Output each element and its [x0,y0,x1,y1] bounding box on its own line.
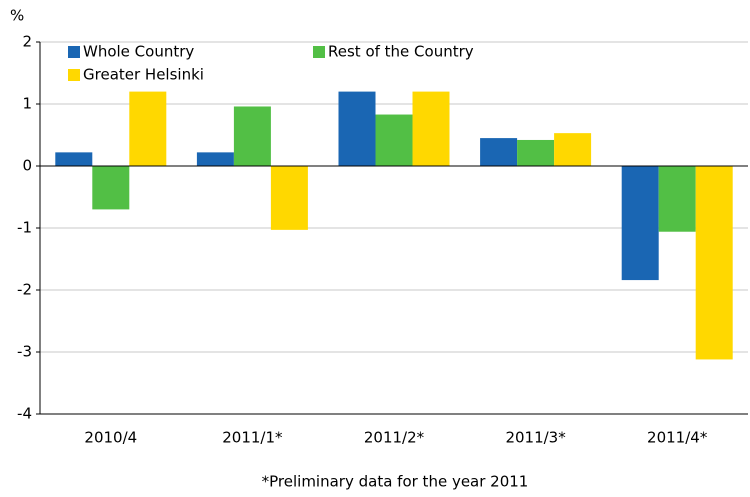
legend-label: Greater Helsinki [83,66,204,84]
bar [338,91,376,166]
y-tick-label: -1 [17,219,32,237]
x-tick-label: 2010/4 [84,429,137,447]
y-axis-label: % [10,7,24,25]
bar [55,152,93,166]
bar [196,152,234,166]
x-tick-label: 2011/2* [364,429,425,447]
x-axis-label: *Preliminary data for the year 2011 [262,473,529,491]
y-tick-label: -4 [17,405,32,423]
y-tick-label: 2 [22,33,32,51]
x-tick-label: 2011/1* [222,429,283,447]
bar [412,91,450,166]
bar [554,133,592,166]
legend-swatch [68,69,80,81]
x-tick-label: 2011/3* [505,429,566,447]
y-tick-label: -3 [17,343,32,361]
y-tick-label: 1 [22,95,32,113]
bar [129,91,167,166]
bar [233,106,271,166]
legend-label: Whole Country [83,43,194,61]
bar [695,166,733,360]
legend-swatch [313,46,325,58]
y-tick-label: 0 [22,157,32,175]
legend-label: Rest of the Country [328,43,474,61]
bar [92,166,130,210]
bar [375,114,413,166]
legend-swatch [68,46,80,58]
bar [621,166,659,281]
bar [658,166,696,232]
bar [270,166,308,230]
bar [517,139,555,166]
y-tick-label: -2 [17,281,32,299]
x-tick-label: 2011/4* [647,429,708,447]
bar [480,138,518,166]
